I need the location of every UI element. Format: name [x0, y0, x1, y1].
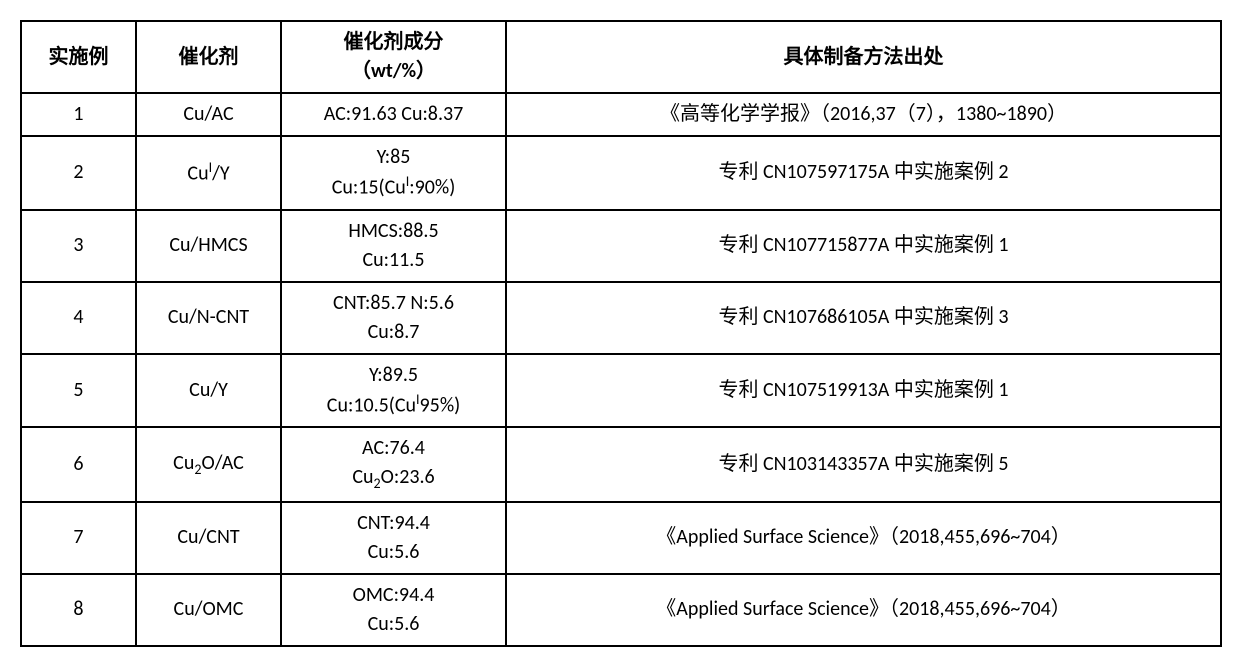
- table-row: 7 Cu/CNT CNT:94.4Cu:5.6 《Applied Surface…: [21, 502, 1221, 574]
- cell-catalyst: Cu/OMC: [136, 574, 281, 646]
- cell-source: 专利 CN107519913A 中实施案例 1: [506, 354, 1221, 428]
- cell-example: 6: [21, 427, 136, 501]
- cell-composition: CNT:85.7 N:5.6Cu:8.7: [281, 282, 506, 354]
- table-row: 8 Cu/OMC OMC:94.4Cu:5.6 《Applied Surface…: [21, 574, 1221, 646]
- cell-catalyst: Cu/N-CNT: [136, 282, 281, 354]
- cell-source: 专利 CN107686105A 中实施案例 3: [506, 282, 1221, 354]
- cell-composition: CNT:94.4Cu:5.6: [281, 502, 506, 574]
- table-row: 3 Cu/HMCS HMCS:88.5Cu:11.5 专利 CN10771587…: [21, 210, 1221, 282]
- cell-example: 8: [21, 574, 136, 646]
- cell-catalyst: CuI/Y: [136, 136, 281, 210]
- table-row: 5 Cu/Y Y:89.5Cu:10.5(CuI95%) 专利 CN107519…: [21, 354, 1221, 428]
- cell-example: 7: [21, 502, 136, 574]
- cell-source: 专利 CN103143357A 中实施案例 5: [506, 427, 1221, 501]
- col-header-composition: 催化剂成分（wt/%）: [281, 21, 506, 93]
- table-body: 1 Cu/AC AC:91.63 Cu:8.37 《高等化学学报》（2016,3…: [21, 93, 1221, 646]
- cell-composition: HMCS:88.5Cu:11.5: [281, 210, 506, 282]
- col-header-catalyst: 催化剂: [136, 21, 281, 93]
- cell-catalyst: Cu/CNT: [136, 502, 281, 574]
- cell-composition: AC:91.63 Cu:8.37: [281, 93, 506, 136]
- cell-example: 4: [21, 282, 136, 354]
- table-header-row: 实施例 催化剂 催化剂成分（wt/%） 具体制备方法出处: [21, 21, 1221, 93]
- cell-source: 《高等化学学报》（2016,37（7），1380~1890）: [506, 93, 1221, 136]
- table-row: 4 Cu/N-CNT CNT:85.7 N:5.6Cu:8.7 专利 CN107…: [21, 282, 1221, 354]
- table-row: 1 Cu/AC AC:91.63 Cu:8.37 《高等化学学报》（2016,3…: [21, 93, 1221, 136]
- cell-composition: OMC:94.4Cu:5.6: [281, 574, 506, 646]
- col-header-source: 具体制备方法出处: [506, 21, 1221, 93]
- table-row: 2 CuI/Y Y:85Cu:15(CuI:90%) 专利 CN10759717…: [21, 136, 1221, 210]
- cell-source: 专利 CN107715877A 中实施案例 1: [506, 210, 1221, 282]
- col-header-example: 实施例: [21, 21, 136, 93]
- cell-example: 5: [21, 354, 136, 428]
- cell-example: 2: [21, 136, 136, 210]
- cell-example: 1: [21, 93, 136, 136]
- cell-catalyst: Cu2O/AC: [136, 427, 281, 501]
- cell-composition: Y:89.5Cu:10.5(CuI95%): [281, 354, 506, 428]
- catalyst-table: 实施例 催化剂 催化剂成分（wt/%） 具体制备方法出处 1 Cu/AC AC:…: [20, 20, 1222, 647]
- cell-source: 《Applied Surface Science》（2018,455,696~7…: [506, 502, 1221, 574]
- cell-example: 3: [21, 210, 136, 282]
- cell-source: 《Applied Surface Science》（2018,455,696~7…: [506, 574, 1221, 646]
- cell-catalyst: Cu/Y: [136, 354, 281, 428]
- table-row: 6 Cu2O/AC AC:76.4Cu2O:23.6 专利 CN10314335…: [21, 427, 1221, 501]
- cell-source: 专利 CN107597175A 中实施案例 2: [506, 136, 1221, 210]
- cell-catalyst: Cu/HMCS: [136, 210, 281, 282]
- cell-catalyst: Cu/AC: [136, 93, 281, 136]
- cell-composition: AC:76.4Cu2O:23.6: [281, 427, 506, 501]
- cell-composition: Y:85Cu:15(CuI:90%): [281, 136, 506, 210]
